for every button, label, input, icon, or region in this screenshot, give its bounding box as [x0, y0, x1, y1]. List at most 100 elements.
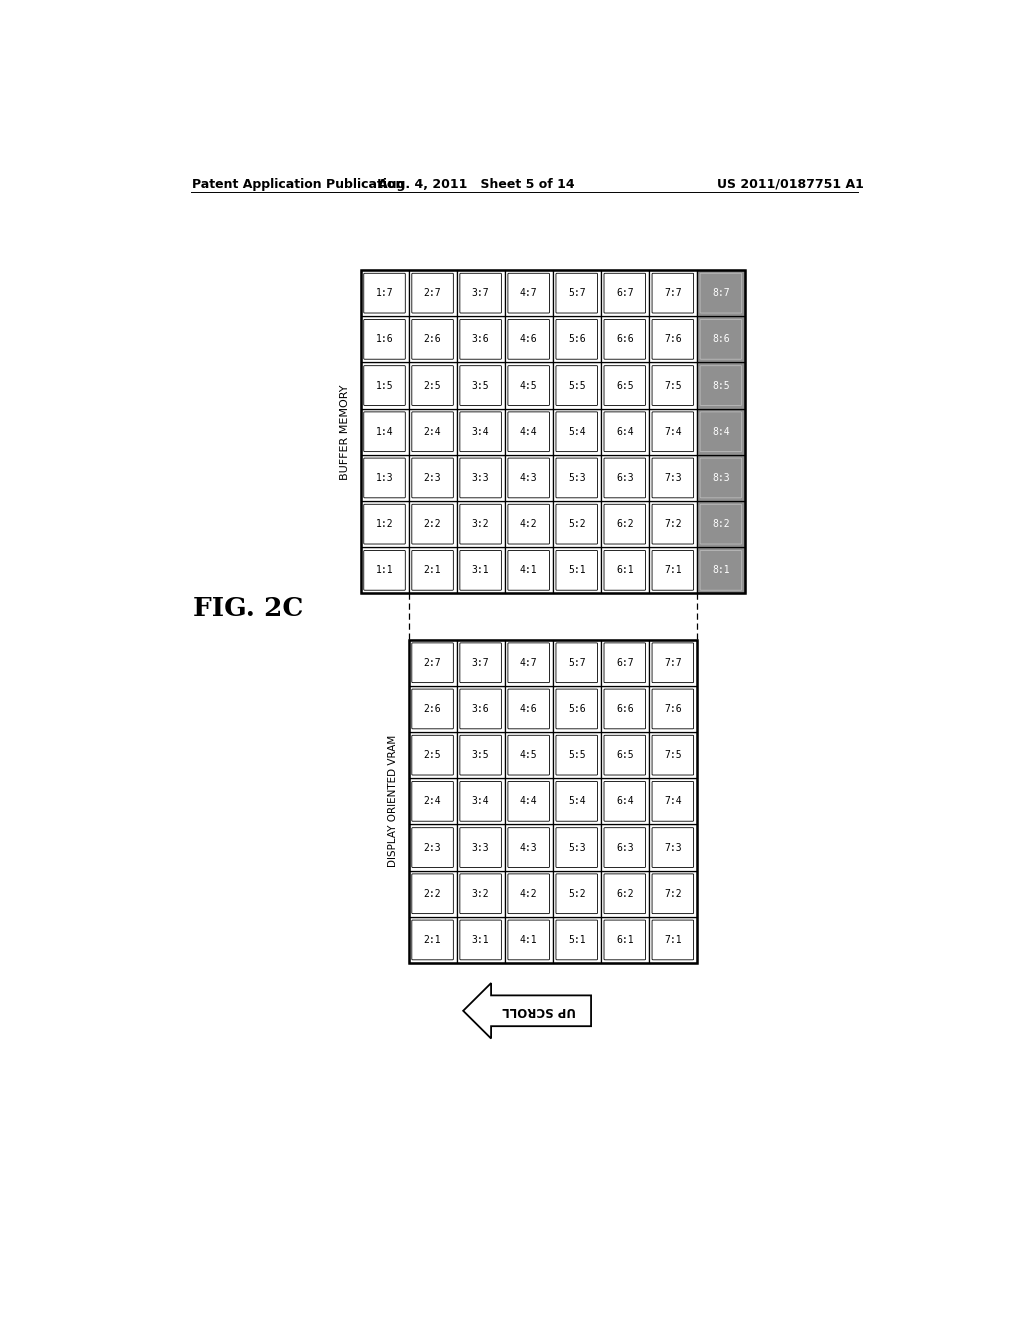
Text: 7:4: 7:4 [664, 426, 682, 437]
Text: 4:5: 4:5 [520, 380, 538, 391]
Bar [505, 271, 553, 317]
Bar [697, 363, 744, 409]
Bar [553, 409, 601, 455]
Text: BUFFER MEMORY: BUFFER MEMORY [340, 384, 350, 479]
Bar [553, 317, 601, 363]
Text: 5:6: 5:6 [568, 334, 586, 345]
Text: 7:4: 7:4 [664, 796, 682, 807]
Bar [697, 317, 744, 363]
Text: 8:4: 8:4 [712, 426, 730, 437]
Bar [360, 271, 409, 317]
Text: 7:6: 7:6 [664, 334, 682, 345]
Text: 8:1: 8:1 [712, 565, 730, 576]
Bar [457, 548, 505, 594]
Text: 6:2: 6:2 [616, 888, 634, 899]
Bar [649, 455, 697, 502]
Bar [457, 271, 505, 317]
Text: 6:7: 6:7 [616, 288, 634, 298]
Text: 6:3: 6:3 [616, 842, 634, 853]
Text: 5:3: 5:3 [568, 473, 586, 483]
Bar [505, 317, 553, 363]
Text: 2:3: 2:3 [424, 842, 441, 853]
Text: 5:4: 5:4 [568, 426, 586, 437]
Bar [553, 548, 601, 594]
Bar [360, 271, 744, 594]
Text: 4:1: 4:1 [520, 935, 538, 945]
Text: 6:6: 6:6 [616, 334, 634, 345]
Bar [505, 686, 553, 733]
Text: 2:2: 2:2 [424, 888, 441, 899]
Text: 5:4: 5:4 [568, 796, 586, 807]
Text: 1:3: 1:3 [376, 473, 393, 483]
Bar [409, 317, 457, 363]
Bar [409, 640, 697, 964]
Bar [457, 733, 505, 779]
Bar [360, 409, 409, 455]
Text: UP SCROLL: UP SCROLL [502, 1005, 575, 1018]
Bar [457, 640, 505, 686]
Text: US 2011/0187751 A1: US 2011/0187751 A1 [718, 178, 864, 190]
Bar [601, 917, 649, 964]
Text: 7:6: 7:6 [664, 704, 682, 714]
Text: 6:1: 6:1 [616, 935, 634, 945]
Text: 4:3: 4:3 [520, 842, 538, 853]
Bar [553, 917, 601, 964]
Bar [649, 640, 697, 686]
Bar [457, 363, 505, 409]
Text: 1:7: 1:7 [376, 288, 393, 298]
Text: 2:1: 2:1 [424, 935, 441, 945]
Text: 3:2: 3:2 [472, 888, 489, 899]
Bar [601, 871, 649, 917]
Bar [553, 502, 601, 548]
Bar [409, 548, 457, 594]
Bar [360, 363, 409, 409]
Text: 6:4: 6:4 [616, 796, 634, 807]
Text: Aug. 4, 2011   Sheet 5 of 14: Aug. 4, 2011 Sheet 5 of 14 [379, 178, 575, 190]
Bar [457, 317, 505, 363]
Bar [409, 363, 457, 409]
Text: 4:1: 4:1 [520, 565, 538, 576]
Text: 2:2: 2:2 [424, 519, 441, 529]
Text: 7:1: 7:1 [664, 565, 682, 576]
Text: 7:5: 7:5 [664, 750, 682, 760]
Bar [457, 825, 505, 871]
Bar [457, 502, 505, 548]
Text: 5:6: 5:6 [568, 704, 586, 714]
Bar [649, 271, 697, 317]
Text: 4:6: 4:6 [520, 704, 538, 714]
Text: 7:5: 7:5 [664, 380, 682, 391]
Bar [601, 548, 649, 594]
Bar [697, 271, 744, 317]
Text: 5:2: 5:2 [568, 888, 586, 899]
Bar [649, 502, 697, 548]
Text: 6:6: 6:6 [616, 704, 634, 714]
Bar [553, 871, 601, 917]
Text: 4:6: 4:6 [520, 334, 538, 345]
Text: 4:3: 4:3 [520, 473, 538, 483]
Bar [697, 455, 744, 502]
Bar [409, 409, 457, 455]
Text: 3:1: 3:1 [472, 565, 489, 576]
Bar [409, 640, 457, 686]
Bar [360, 317, 409, 363]
Bar [360, 548, 409, 594]
Text: 3:4: 3:4 [472, 426, 489, 437]
Bar [553, 779, 601, 825]
Text: 2:6: 2:6 [424, 334, 441, 345]
Text: 2:7: 2:7 [424, 288, 441, 298]
Text: 7:3: 7:3 [664, 473, 682, 483]
Text: 7:2: 7:2 [664, 519, 682, 529]
Bar [649, 317, 697, 363]
Bar [649, 779, 697, 825]
Bar [505, 917, 553, 964]
Text: 7:1: 7:1 [664, 935, 682, 945]
Bar [553, 733, 601, 779]
Text: 7:7: 7:7 [664, 657, 682, 668]
Text: 6:2: 6:2 [616, 519, 634, 529]
Bar [457, 917, 505, 964]
Bar [601, 363, 649, 409]
Bar [409, 455, 457, 502]
Text: 4:7: 4:7 [520, 657, 538, 668]
Text: 8:2: 8:2 [712, 519, 730, 529]
Bar [649, 548, 697, 594]
